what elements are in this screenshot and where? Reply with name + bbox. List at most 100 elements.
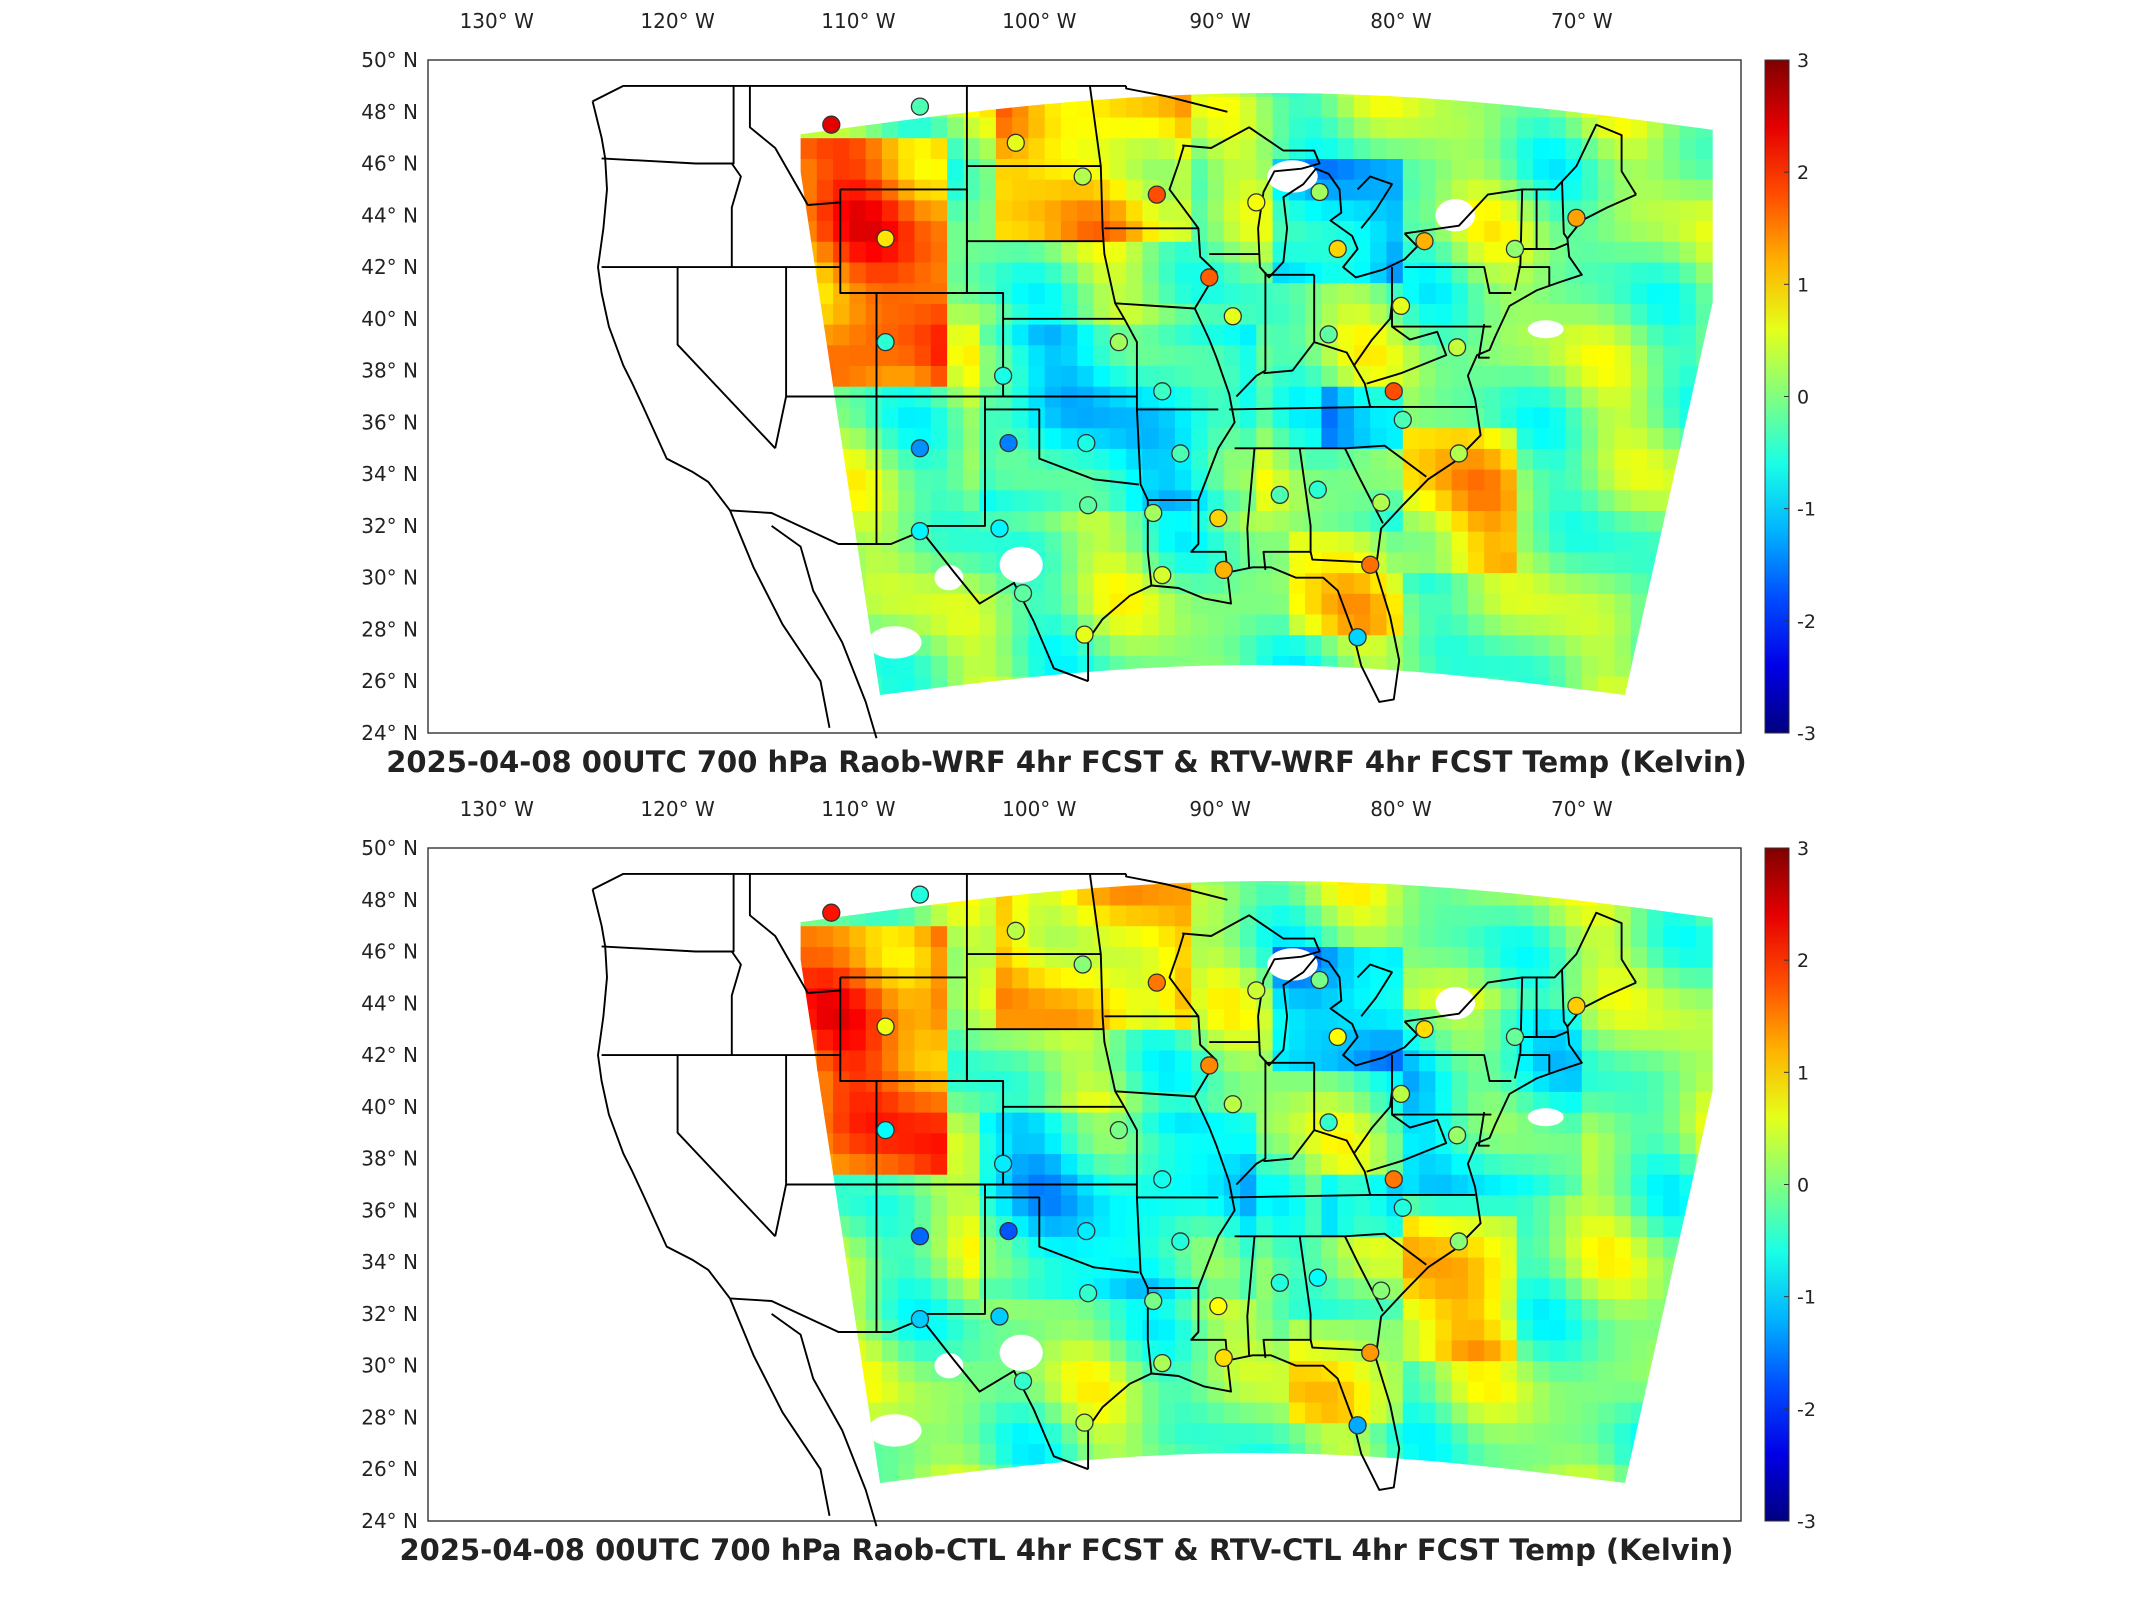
field-cell: [1321, 116, 1339, 139]
longitude-tick-label: 80° W: [1370, 9, 1432, 33]
field-cell: [1614, 220, 1632, 242]
field-cell: [1288, 1008, 1306, 1030]
field-cell: [1142, 1070, 1160, 1092]
field-cell: [865, 1298, 883, 1320]
field-cell: [1305, 427, 1322, 449]
field-cell: [1191, 324, 1209, 346]
field-cell: [930, 220, 948, 242]
field-cell: [1061, 987, 1078, 1010]
field-cell: [1321, 199, 1339, 222]
raob-station-marker: [1078, 1284, 1098, 1303]
field-cell: [1061, 655, 1078, 677]
field-cell: [1370, 1401, 1388, 1424]
field-cell: [1565, 1091, 1583, 1113]
field-cell: [1402, 282, 1420, 304]
field-cell: [865, 241, 883, 263]
latitude-tick-label: 50° N: [361, 48, 418, 72]
field-cell: [1614, 1070, 1632, 1092]
field-cell: [1695, 261, 1713, 284]
field-cell: [1256, 925, 1274, 947]
field-cell: [1272, 303, 1290, 325]
field-cell: [1337, 572, 1355, 594]
field-cell: [1354, 220, 1371, 242]
field-cell: [816, 987, 834, 1010]
field-cell: [1207, 884, 1225, 906]
field-cell: [1028, 324, 1046, 346]
field-cell: [995, 241, 1013, 263]
field-cell: [979, 1132, 997, 1154]
field-cell: [995, 1443, 1013, 1465]
field-cell: [1467, 904, 1485, 927]
field-cell: [1174, 1422, 1192, 1444]
field-cell: [963, 1298, 981, 1320]
field-cell: [1191, 1277, 1209, 1299]
field-cell: [1402, 386, 1420, 408]
field-cell: [1240, 303, 1257, 325]
field-cell: [1419, 904, 1436, 927]
raob-stations: [822, 97, 1586, 647]
raob-station-marker: [1200, 1056, 1219, 1075]
field-cell: [1419, 427, 1436, 449]
field-cell: [1061, 1298, 1078, 1320]
field-cell: [1451, 1070, 1469, 1092]
field-cell: [1679, 946, 1697, 968]
field-cell: [1240, 1132, 1257, 1154]
field-cell: [1581, 1029, 1599, 1051]
field-cell: [1419, 1194, 1436, 1217]
field-cell: [995, 1381, 1013, 1403]
field-cell: [816, 158, 834, 180]
field-cell: [1549, 1277, 1567, 1299]
field-cell: [1142, 158, 1160, 180]
field-cell: [1500, 1360, 1518, 1382]
field-cell: [1126, 510, 1143, 532]
field-cell: [1174, 593, 1192, 615]
field-cell: [930, 158, 948, 180]
field-cell: [1207, 1401, 1225, 1424]
field-cell: [1305, 884, 1322, 906]
field-cell: [1402, 884, 1420, 906]
field-cell: [963, 489, 981, 511]
field-cell: [1402, 1401, 1420, 1424]
field-cell: [995, 1029, 1013, 1051]
latitude-tick-label: 44° N: [361, 991, 418, 1015]
field-cell: [1240, 1257, 1257, 1279]
field-cell: [1256, 386, 1274, 408]
field-cell: [1158, 1401, 1176, 1424]
state-border: [1353, 303, 1393, 366]
raob-station-marker: [1270, 485, 1289, 505]
field-cell: [865, 406, 883, 429]
field-cell: [1337, 1339, 1355, 1362]
field-cell: [1370, 365, 1388, 387]
field-cell: [1337, 179, 1355, 201]
field-cell: [1158, 593, 1176, 615]
field-cell: [1386, 1277, 1404, 1299]
field-cell: [1419, 925, 1436, 947]
field-cell: [1272, 1153, 1290, 1175]
field-cell: [1240, 572, 1257, 594]
field-cell: [1207, 406, 1225, 429]
field-cell: [1044, 344, 1062, 366]
field-cell: [1288, 241, 1306, 263]
field-cell: [1272, 324, 1290, 346]
longitude-tick-label: 110° W: [821, 797, 896, 821]
raob-station-marker: [1384, 382, 1403, 401]
field-cell: [1370, 427, 1388, 449]
field-cell: [881, 448, 899, 470]
field-cell: [1044, 137, 1062, 159]
field-cell: [1305, 1153, 1322, 1175]
field-cell: [1240, 220, 1257, 242]
field-cell: [995, 967, 1013, 989]
field-cell: [833, 158, 850, 180]
field-cell: [979, 987, 997, 1010]
field-cell: [1077, 1443, 1095, 1465]
field-cell: [1549, 1132, 1567, 1154]
field-cell: [898, 510, 916, 532]
field-cell: [865, 946, 883, 968]
field-cell: [930, 448, 948, 470]
west-coastline: [591, 101, 831, 728]
field-cell: [930, 1257, 948, 1279]
field-cell: [1223, 967, 1241, 989]
field-cell: [849, 946, 867, 968]
field-cell: [1565, 967, 1583, 989]
